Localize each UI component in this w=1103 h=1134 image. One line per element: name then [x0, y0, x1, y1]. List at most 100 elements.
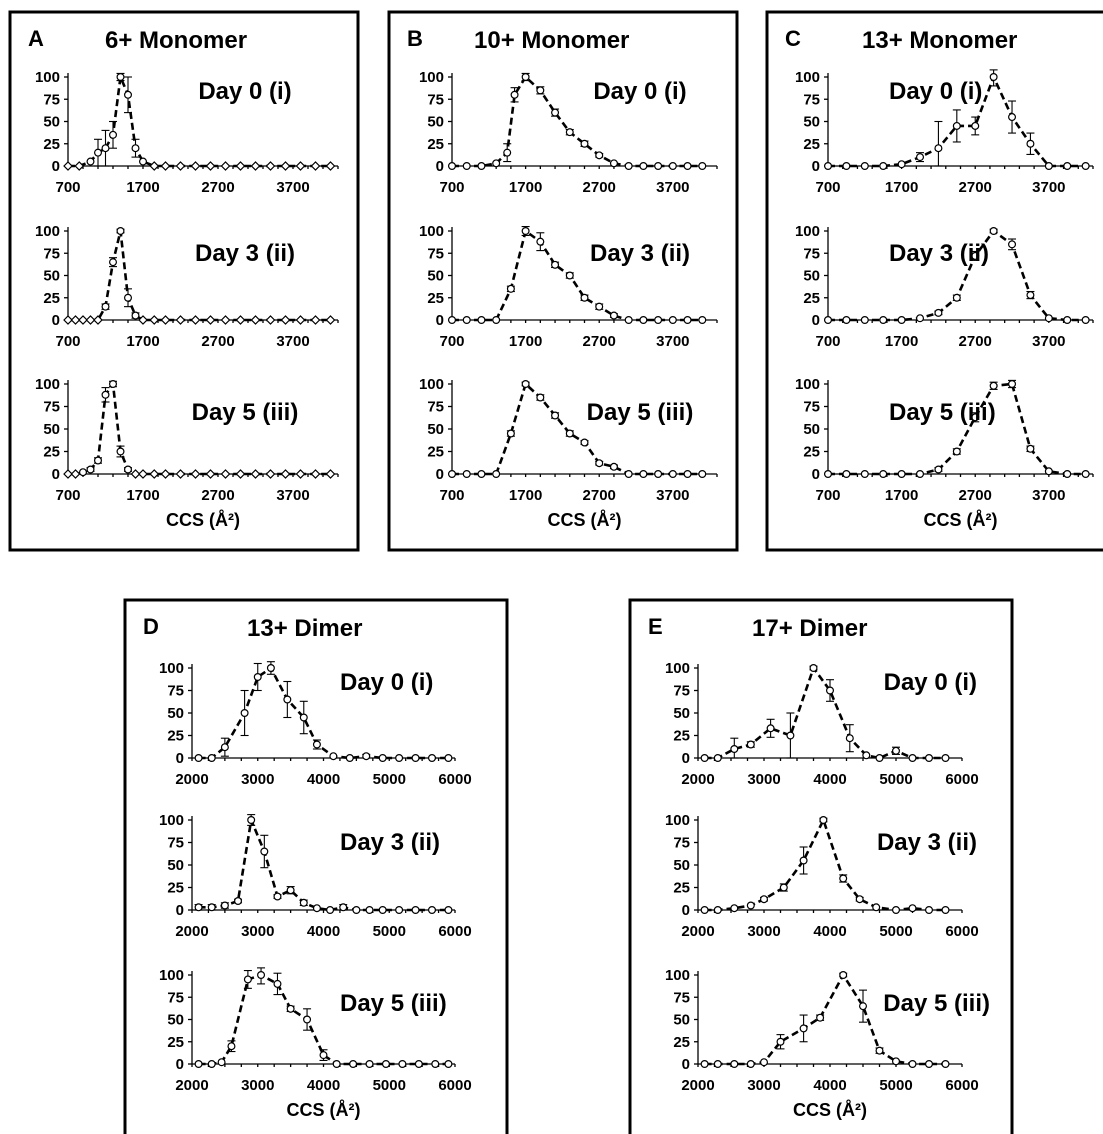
data-point: [299, 898, 308, 907]
data-point: [551, 411, 560, 420]
y-tick-label: 0: [436, 312, 444, 329]
data-point: [624, 470, 633, 479]
data-point: [654, 470, 663, 479]
data-point: [639, 470, 648, 479]
data-point: [855, 895, 864, 904]
y-tick-label: 75: [673, 835, 690, 852]
x-tick-label: 3000: [747, 771, 780, 788]
day-label: Day 3 (ii): [590, 240, 690, 267]
data-point: [444, 753, 453, 762]
x-tick-label: 6000: [945, 1077, 978, 1094]
x-tick-label: 6000: [438, 923, 471, 940]
data-point: [825, 686, 834, 695]
data-point: [93, 148, 102, 157]
panel-frame: [628, 598, 1014, 1134]
y-tick-label: 75: [427, 91, 444, 108]
data-point: [205, 161, 216, 171]
data-point: [365, 1059, 374, 1068]
data-point: [220, 743, 229, 752]
data-point: [1044, 314, 1053, 323]
data-point: [101, 144, 110, 153]
x-tick-label: 1700: [126, 179, 159, 196]
x-tick-label: 1700: [509, 333, 542, 350]
data-point: [332, 1059, 341, 1068]
data-point: [639, 162, 648, 171]
y-tick-label: 25: [673, 880, 690, 897]
data-point: [462, 162, 471, 171]
data-point: [349, 1059, 358, 1068]
x-tick-label: 4000: [307, 1077, 340, 1094]
data-point: [247, 815, 256, 824]
y-tick-label: 50: [427, 421, 444, 438]
x-tick-label: 2000: [175, 1077, 208, 1094]
y-tick-label: 25: [673, 1034, 690, 1051]
data-point: [326, 905, 335, 914]
data-point: [160, 469, 171, 479]
x-tick-label: 5000: [879, 923, 912, 940]
x-tick-label: 700: [439, 487, 464, 504]
data-point: [823, 162, 832, 171]
data-point: [879, 316, 888, 325]
data-point: [842, 470, 851, 479]
x-tick-label: 700: [815, 179, 840, 196]
data-point: [845, 734, 854, 743]
data-point: [312, 740, 321, 749]
y-tick-label: 50: [427, 268, 444, 285]
x-tick-label: 3700: [276, 179, 309, 196]
subplot-2: 0 25 50 75 100 2000 3000 4000 5000 6000 Day 3 (ii): [665, 812, 979, 940]
data-point: [668, 316, 677, 325]
x-tick-label: 1700: [885, 487, 918, 504]
x-tick-label: 4000: [813, 1077, 846, 1094]
data-point: [934, 308, 943, 317]
data-point: [253, 672, 262, 681]
x-tick-label: 3000: [747, 1077, 780, 1094]
day-label: Day 3 (ii): [340, 829, 440, 856]
data-point: [934, 144, 943, 153]
data-point: [809, 663, 818, 672]
panel-title: 6+ Monomer: [105, 27, 247, 54]
data-point: [149, 315, 160, 325]
data-point: [295, 161, 306, 171]
y-tick-label: 25: [43, 290, 60, 307]
x-tick-label: 2700: [201, 179, 234, 196]
data-point: [713, 905, 722, 914]
panel-frame: [8, 10, 360, 552]
y-tick-label: 25: [167, 880, 184, 897]
y-tick-label: 75: [803, 399, 820, 416]
x-tick-label: 6000: [438, 1077, 471, 1094]
data-point: [683, 316, 692, 325]
data-point: [1081, 470, 1090, 479]
data-point: [339, 903, 348, 912]
data-point: [240, 708, 249, 717]
data-point: [108, 380, 117, 389]
y-tick-label: 75: [167, 683, 184, 700]
data-point: [477, 470, 486, 479]
x-tick-label: 2700: [959, 487, 992, 504]
data-point: [250, 469, 261, 479]
data-point: [101, 390, 110, 399]
data-point: [329, 752, 338, 761]
x-tick-label: 2700: [959, 179, 992, 196]
data-point: [395, 905, 404, 914]
subplot-1: 0 25 50 75 100 2000 3000 4000 5000 6000 Day 0 (i): [159, 660, 472, 788]
data-point: [280, 469, 291, 479]
day-label: Day 5 (iii): [883, 990, 990, 1017]
panel-b: B 10+ Monomer 0 25 50 75 100 700 1700 2700 3700 Day…: [387, 10, 739, 552]
data-point: [730, 1059, 739, 1068]
data-point: [989, 227, 998, 236]
data-point: [989, 381, 998, 390]
data-point: [74, 161, 85, 171]
x-axis-title: CCS (Å²): [793, 1100, 867, 1120]
x-tick-label: 3000: [747, 923, 780, 940]
data-point: [759, 1058, 768, 1067]
y-tick-label: 0: [436, 466, 444, 483]
data-point: [93, 315, 103, 325]
data-point: [1044, 467, 1053, 476]
data-point: [879, 470, 888, 479]
data-point: [624, 162, 633, 171]
data-point: [595, 459, 604, 468]
data-point: [116, 227, 125, 236]
data-point: [565, 429, 574, 438]
